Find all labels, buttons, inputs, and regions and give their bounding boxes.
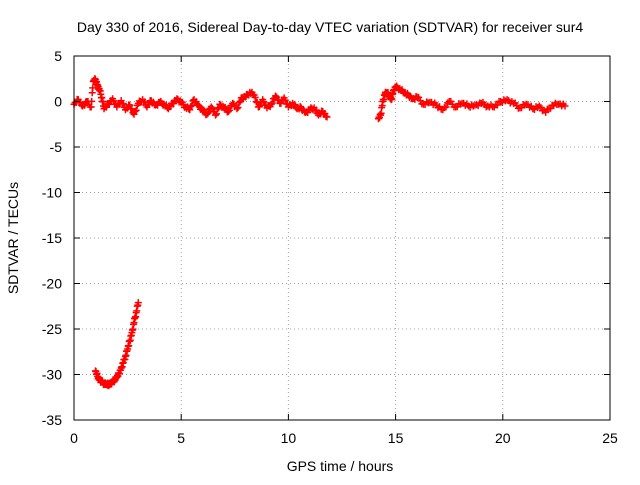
data-point-marker — [204, 109, 212, 117]
y-tick-label: -30 — [42, 367, 62, 383]
data-point-marker — [126, 101, 134, 109]
data-point-marker — [194, 101, 202, 109]
y-tick-label: -20 — [42, 276, 62, 292]
data-point-marker — [186, 106, 194, 114]
data-point-marker — [281, 96, 289, 104]
y-tick-label: 5 — [54, 48, 62, 64]
data-point-marker — [187, 102, 195, 110]
data-point-marker — [119, 100, 127, 108]
x-axis-title: GPS time / hours — [287, 458, 394, 474]
tick-layer: 0 5 10 15 20 25 5 0 -5 -10 -15 -20 -25 -30 -35 — [42, 48, 618, 446]
data-point-marker — [207, 103, 215, 111]
data-point-marker — [442, 103, 450, 111]
x-tick-label: 5 — [177, 430, 185, 446]
data-point-marker — [203, 110, 211, 118]
data-point-marker — [132, 106, 140, 114]
data-point-marker — [214, 105, 222, 113]
data-point-marker — [213, 110, 221, 118]
data-point-marker — [89, 84, 97, 92]
y-tick-label: 0 — [54, 94, 62, 110]
data-point-marker — [81, 101, 89, 109]
y-tick-label: -5 — [50, 139, 63, 155]
x-tick-label: 15 — [388, 430, 404, 446]
y-tick-label: -35 — [42, 412, 62, 428]
data-point-marker — [444, 99, 452, 107]
chart-title: Day 330 of 2016, Sidereal Day-to-day VTE… — [77, 19, 583, 35]
data-point-marker — [312, 106, 320, 114]
data-point-marker — [233, 105, 241, 113]
y-tick-label: -10 — [42, 185, 62, 201]
data-point-marker — [255, 103, 263, 111]
data-point-marker — [224, 108, 232, 116]
data-point-marker — [88, 97, 96, 105]
y-tick-label: -25 — [42, 321, 62, 337]
data-point-marker — [134, 299, 142, 307]
data-point-marker — [323, 113, 331, 121]
data-point-marker — [473, 101, 481, 109]
data-point-marker — [212, 111, 220, 119]
data-point-marker — [131, 108, 139, 116]
data-point-marker — [251, 93, 259, 101]
data-point-marker — [225, 106, 233, 114]
x-tick-label: 10 — [281, 430, 297, 446]
data-layer — [70, 75, 569, 390]
data-point-marker — [268, 99, 276, 107]
y-tick-label: -15 — [42, 230, 62, 246]
data-point-marker — [272, 92, 280, 100]
data-point-marker — [535, 102, 543, 110]
data-point-marker — [493, 101, 501, 109]
data-point-marker — [561, 102, 569, 110]
data-point-marker — [267, 100, 275, 108]
x-tick-label: 0 — [70, 430, 78, 446]
grid-layer — [74, 56, 610, 420]
x-tick-label: 20 — [495, 430, 511, 446]
data-point-marker — [416, 97, 424, 105]
data-point-marker — [234, 104, 242, 112]
y-axis-title: SDTVAR / TECUs — [5, 182, 21, 294]
data-point-marker — [235, 99, 243, 107]
x-tick-label: 25 — [602, 430, 618, 446]
